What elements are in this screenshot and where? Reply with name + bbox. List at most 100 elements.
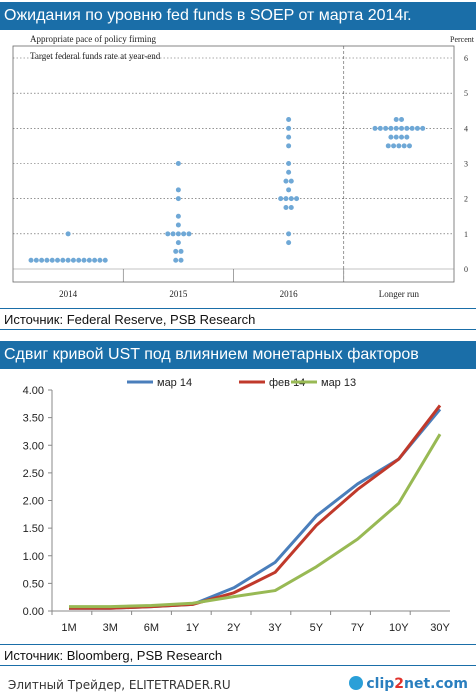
dot-plot-point [372, 125, 378, 131]
ust-chart-source: Источник: Bloomberg, PSB Research [0, 644, 476, 666]
ust-series-line [69, 408, 442, 610]
dot-plot-point [175, 213, 181, 219]
dot-plot-point [399, 134, 405, 140]
ust-xtick-label: 10Y [389, 622, 409, 634]
dot-plot-percent-label: Percent [450, 35, 475, 44]
dot-plot-ytick-label: 4 [464, 124, 468, 133]
dot-plot-point [288, 178, 294, 184]
dot-plot-point [406, 143, 412, 149]
dot-plot-point [286, 240, 292, 246]
dot-plot-point [288, 196, 294, 202]
dot-plot-point [175, 222, 181, 228]
dot-plot-point [81, 257, 87, 263]
dot-plot-point [65, 231, 71, 237]
dot-plot-point [409, 125, 415, 131]
dot-plot-point [175, 196, 181, 202]
dot-plot-frame [12, 45, 455, 283]
dot-plot-legend-text: Target federal funds rate at year-end [30, 51, 161, 61]
dot-plot-point [175, 231, 181, 237]
ust-ytick-label: 2.50 [23, 468, 44, 480]
dot-plot-point [283, 178, 289, 184]
dot-plot-point [388, 125, 394, 131]
dot-plot-point [28, 257, 34, 263]
dot-plot-point [294, 196, 300, 202]
logo-two: 2 [394, 676, 405, 692]
dot-plot-point [60, 257, 66, 263]
dot-plot-point [175, 187, 181, 193]
dot-plot-xtick-label: 2016 [280, 289, 299, 299]
dot-plot-point [396, 143, 402, 149]
ust-ytick-label: 4.00 [23, 385, 44, 397]
dot-plot-point [65, 257, 71, 263]
dot-plot-point [288, 204, 294, 210]
dot-plot-point [165, 231, 171, 237]
dot-plot-point [286, 143, 292, 149]
ust-ytick-label: 0.50 [23, 578, 44, 590]
dot-plot-point [388, 134, 394, 140]
dot-plot-point [186, 231, 192, 237]
dot-plot-ytick-label: 1 [464, 230, 468, 239]
dot-plot-point [286, 134, 292, 140]
dot-plot-point [391, 143, 397, 149]
dot-plot-point [401, 143, 407, 149]
ust-ytick-label: 2.00 [23, 496, 44, 508]
ust-series-line [69, 404, 442, 610]
ust-legend-label: мар 13 [321, 377, 356, 389]
dot-plot-xtick-label: Longer run [379, 289, 420, 299]
clip2net-logo[interactable]: clip2net.com [349, 676, 468, 694]
ust-ytick-label: 0.00 [23, 606, 44, 618]
dot-plot-point [286, 169, 292, 175]
dot-plot-point [286, 161, 292, 166]
dot-plot-point [414, 125, 420, 131]
dot-plot-point [286, 117, 292, 123]
dot-plot-point [86, 257, 92, 263]
ust-legend-label: фев 14 [269, 377, 305, 389]
ust-xtick-label: 7Y [351, 622, 365, 634]
dot-plot-ytick-label: 2 [464, 195, 468, 204]
ust-ytick-label: 1.00 [23, 551, 44, 563]
dot-plot-point [404, 125, 410, 131]
ust-ytick-label: 3.50 [23, 413, 44, 425]
dot-plot-point [283, 204, 289, 210]
dot-plot-point [39, 257, 45, 263]
dot-plot-point [175, 240, 181, 246]
dot-plot-subtitle: Appropriate pace of policy firming [30, 34, 156, 44]
dot-plot-point [173, 257, 179, 263]
dot-plot-point [55, 257, 61, 263]
dot-plot-source: Источник: Federal Reserve, PSB Research [0, 308, 476, 330]
dot-plot-point [49, 257, 55, 263]
ust-chart-title: Сдвиг кривой UST под влиянием монетарных… [0, 341, 476, 369]
dot-plot-point [178, 248, 184, 254]
dot-plot-point [44, 257, 50, 263]
ust-legend-label: мар 14 [157, 377, 192, 389]
dot-plot-point [97, 257, 103, 263]
logo-prefix: clip [366, 676, 395, 692]
dot-plot-chart: Appropriate pace of policy firming Perce… [12, 34, 475, 299]
dot-plot-point [181, 231, 187, 237]
dot-plot-ytick-label: 6 [464, 54, 468, 63]
dot-plot-point [385, 143, 391, 149]
dot-plot-point [283, 196, 289, 202]
dot-plot-ytick-label: 5 [464, 89, 468, 98]
dot-plot-point [420, 125, 426, 131]
logo-suffix: net.com [404, 676, 468, 692]
dot-plot-title: Ожидания по уровню fed funds в SOEP от м… [0, 2, 476, 30]
footer-site-text: Элитный Трейдер, ELITETRADER.RU [8, 678, 231, 692]
ust-xtick-label: 3M [103, 622, 118, 634]
ust-xtick-label: 2Y [227, 622, 241, 634]
dot-plot-point [286, 187, 292, 193]
dot-plot-point [278, 196, 284, 202]
dot-plot-point [175, 161, 181, 166]
ust-ytick-label: 1.50 [23, 523, 44, 535]
footer: Элитный Трейдер, ELITETRADER.RU clip2net… [0, 672, 476, 698]
dot-plot-point [393, 117, 399, 123]
dot-plot-point [286, 231, 292, 237]
ust-ytick-label: 3.00 [23, 440, 44, 452]
dot-plot-point [393, 134, 399, 140]
dot-plot-point [178, 257, 184, 263]
dot-plot-point [102, 257, 108, 263]
dot-plot-point [286, 125, 292, 131]
dot-plot-point [33, 257, 39, 263]
ust-xtick-label: 1Y [186, 622, 200, 634]
dot-plot-point [70, 257, 76, 263]
